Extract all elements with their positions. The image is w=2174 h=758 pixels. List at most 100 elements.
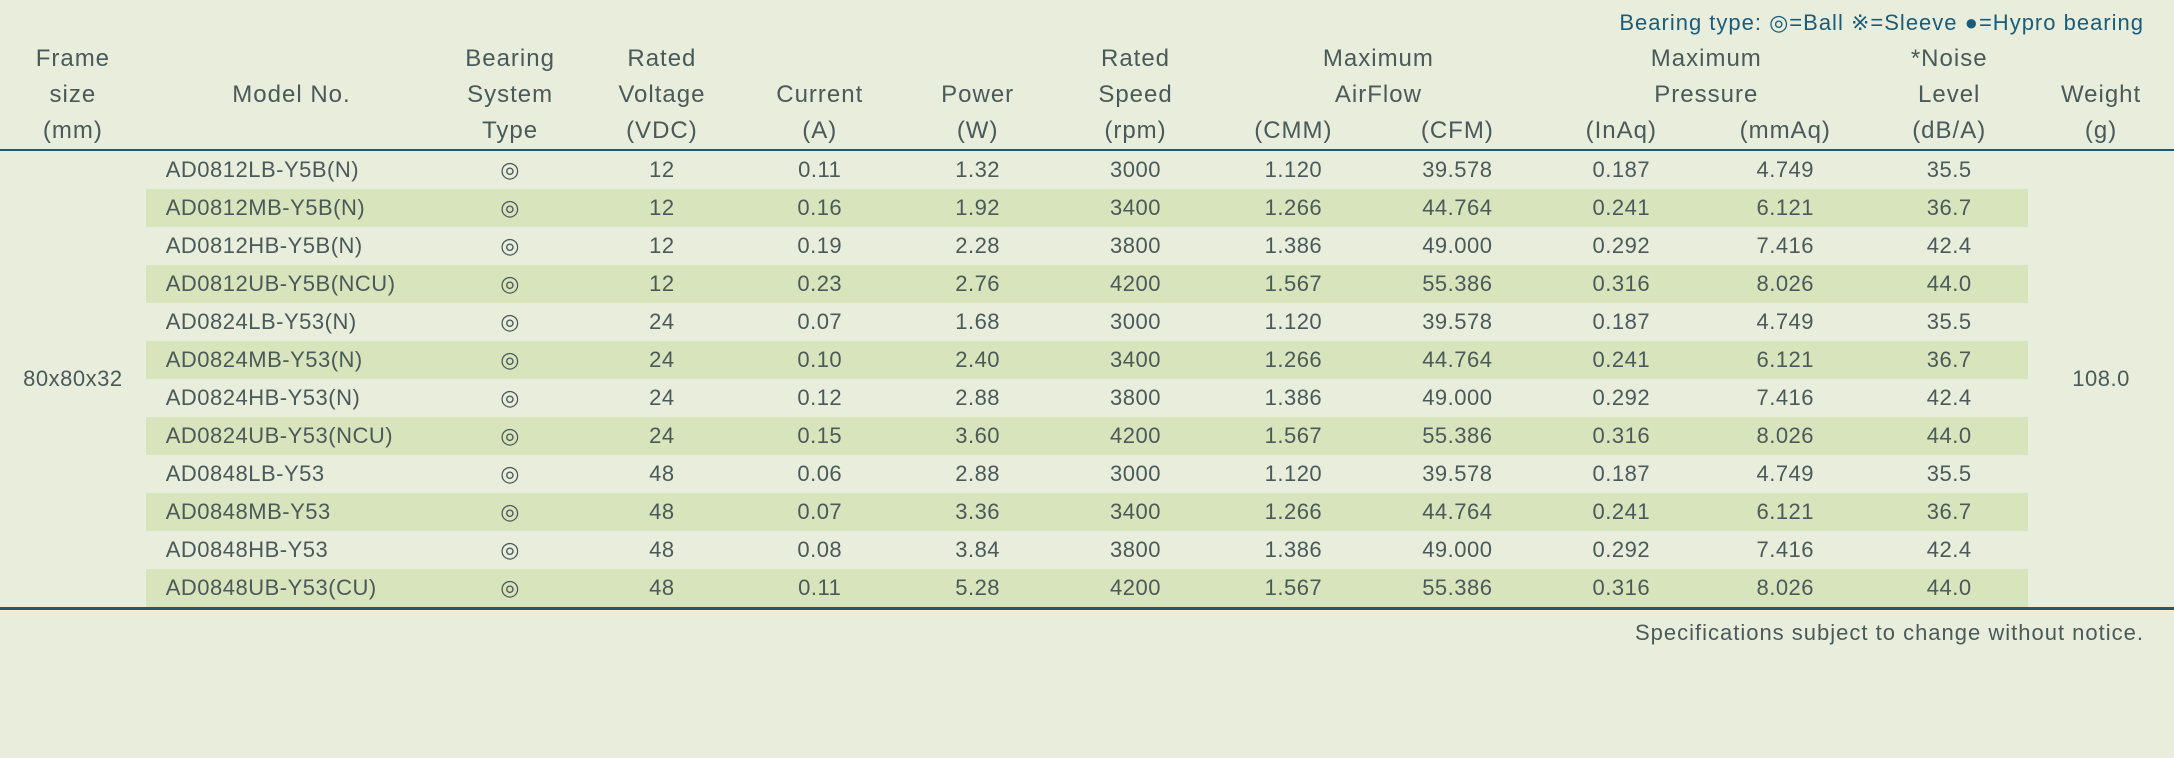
- footer-note: Specifications subject to change without…: [0, 610, 2174, 656]
- header-voltage-2: Voltage: [583, 77, 741, 113]
- cell-current: 0.08: [741, 531, 899, 569]
- legend-sleeve-label: =Sleeve: [1870, 10, 1957, 35]
- cell-noise: 44.0: [1870, 265, 2028, 303]
- cell-current: 0.07: [741, 493, 899, 531]
- legend-ball-symbol: ◎: [1769, 10, 1789, 35]
- cell-current: 0.11: [741, 569, 899, 609]
- cell-mmaq: 4.749: [1700, 303, 1870, 341]
- cell-cfm: 49.000: [1372, 227, 1542, 265]
- cell-noise: 44.0: [1870, 417, 2028, 455]
- legend-hypro-label: =Hypro bearing: [1979, 10, 2144, 35]
- cell-model: AD0848LB-Y53: [146, 455, 437, 493]
- header-speed-1: Rated: [1057, 41, 1215, 77]
- cell-voltage: 12: [583, 265, 741, 303]
- cell-power: 1.32: [899, 150, 1057, 189]
- header-speed-3: (rpm): [1057, 113, 1215, 150]
- cell-voltage: 48: [583, 493, 741, 531]
- cell-inaq: 0.292: [1542, 379, 1700, 417]
- cell-model: AD0824HB-Y53(N): [146, 379, 437, 417]
- cell-model: AD0824UB-Y53(NCU): [146, 417, 437, 455]
- cell-model: AD0812UB-Y5B(NCU): [146, 265, 437, 303]
- cell-speed: 3800: [1057, 379, 1215, 417]
- header-voltage-1: Rated: [583, 41, 741, 77]
- header-airflow-2: AirFlow: [1214, 77, 1542, 113]
- cell-current: 0.15: [741, 417, 899, 455]
- header-bearing-3: Type: [437, 113, 583, 150]
- cell-cfm: 44.764: [1372, 493, 1542, 531]
- cell-mmaq: 7.416: [1700, 379, 1870, 417]
- cell-cmm: 1.266: [1214, 189, 1372, 227]
- table-header: Frame Model No. Bearing Rated Rated Maxi…: [0, 41, 2174, 150]
- spec-table-container: entel Bearing type: ◎=Ball ※=Sleeve ●=Hy…: [0, 0, 2174, 656]
- table-row: AD0824LB-Y53(N)◎240.071.6830001.12039.57…: [0, 303, 2174, 341]
- header-model: Model No.: [146, 41, 437, 150]
- header-current-2: (A): [741, 113, 899, 150]
- header-bearing-2: System: [437, 77, 583, 113]
- header-power-1: Power: [899, 77, 1057, 113]
- cell-speed: 3000: [1057, 303, 1215, 341]
- header-frame-3: (mm): [0, 113, 146, 150]
- cell-bearing: ◎: [437, 150, 583, 189]
- cell-current: 0.06: [741, 455, 899, 493]
- legend-ball-label: =Ball: [1789, 10, 1844, 35]
- cell-cmm: 1.567: [1214, 417, 1372, 455]
- cell-inaq: 0.187: [1542, 303, 1700, 341]
- cell-current: 0.12: [741, 379, 899, 417]
- cell-cmm: 1.386: [1214, 227, 1372, 265]
- cell-speed: 3400: [1057, 493, 1215, 531]
- cell-mmaq: 8.026: [1700, 569, 1870, 609]
- cell-speed: 3000: [1057, 455, 1215, 493]
- table-body: 80x80x32AD0812LB-Y5B(N)◎120.111.3230001.…: [0, 150, 2174, 609]
- cell-speed: 4200: [1057, 265, 1215, 303]
- cell-power: 2.88: [899, 379, 1057, 417]
- cell-cmm: 1.567: [1214, 569, 1372, 609]
- table-row: AD0824HB-Y53(N)◎240.122.8838001.38649.00…: [0, 379, 2174, 417]
- cell-voltage: 12: [583, 150, 741, 189]
- table-row: AD0824UB-Y53(NCU)◎240.153.6042001.56755.…: [0, 417, 2174, 455]
- cell-inaq: 0.292: [1542, 531, 1700, 569]
- cell-frame-size: 80x80x32: [0, 150, 146, 609]
- cell-noise: 42.4: [1870, 379, 2028, 417]
- cell-voltage: 48: [583, 531, 741, 569]
- cell-voltage: 12: [583, 189, 741, 227]
- cell-model: AD0824MB-Y53(N): [146, 341, 437, 379]
- table-row: AD0812MB-Y5B(N)◎120.161.9234001.26644.76…: [0, 189, 2174, 227]
- cell-current: 0.07: [741, 303, 899, 341]
- table-row: AD0848HB-Y53◎480.083.8438001.38649.0000.…: [0, 531, 2174, 569]
- header-frame-1: Frame: [0, 41, 146, 77]
- cell-voltage: 24: [583, 303, 741, 341]
- cell-model: AD0812MB-Y5B(N): [146, 189, 437, 227]
- table-row: AD0848LB-Y53◎480.062.8830001.12039.5780.…: [0, 455, 2174, 493]
- header-power-2: (W): [899, 113, 1057, 150]
- header-cmm: (CMM): [1214, 113, 1372, 150]
- spec-table: Frame Model No. Bearing Rated Rated Maxi…: [0, 41, 2174, 610]
- cell-current: 0.19: [741, 227, 899, 265]
- cell-bearing: ◎: [437, 265, 583, 303]
- cell-bearing: ◎: [437, 303, 583, 341]
- cell-model: AD0848HB-Y53: [146, 531, 437, 569]
- cell-mmaq: 6.121: [1700, 493, 1870, 531]
- header-noise-1: *Noise: [1870, 41, 2028, 77]
- cell-cmm: 1.386: [1214, 379, 1372, 417]
- cell-cmm: 1.120: [1214, 150, 1372, 189]
- cell-speed: 3800: [1057, 531, 1215, 569]
- cell-cfm: 55.386: [1372, 569, 1542, 609]
- cell-speed: 3400: [1057, 341, 1215, 379]
- cell-model: AD0848UB-Y53(CU): [146, 569, 437, 609]
- cell-inaq: 0.241: [1542, 189, 1700, 227]
- cell-cfm: 55.386: [1372, 417, 1542, 455]
- cell-speed: 3000: [1057, 150, 1215, 189]
- cell-noise: 44.0: [1870, 569, 2028, 609]
- cell-voltage: 48: [583, 455, 741, 493]
- cell-bearing: ◎: [437, 531, 583, 569]
- cell-bearing: ◎: [437, 569, 583, 609]
- cell-bearing: ◎: [437, 189, 583, 227]
- cell-noise: 35.5: [1870, 455, 2028, 493]
- cell-cfm: 39.578: [1372, 303, 1542, 341]
- cell-speed: 3800: [1057, 227, 1215, 265]
- cell-current: 0.11: [741, 150, 899, 189]
- bearing-legend: Bearing type: ◎=Ball ※=Sleeve ●=Hypro be…: [0, 0, 2174, 41]
- table-row: AD0812HB-Y5B(N)◎120.192.2838001.38649.00…: [0, 227, 2174, 265]
- header-noise-2: Level: [1870, 77, 2028, 113]
- cell-model: AD0812LB-Y5B(N): [146, 150, 437, 189]
